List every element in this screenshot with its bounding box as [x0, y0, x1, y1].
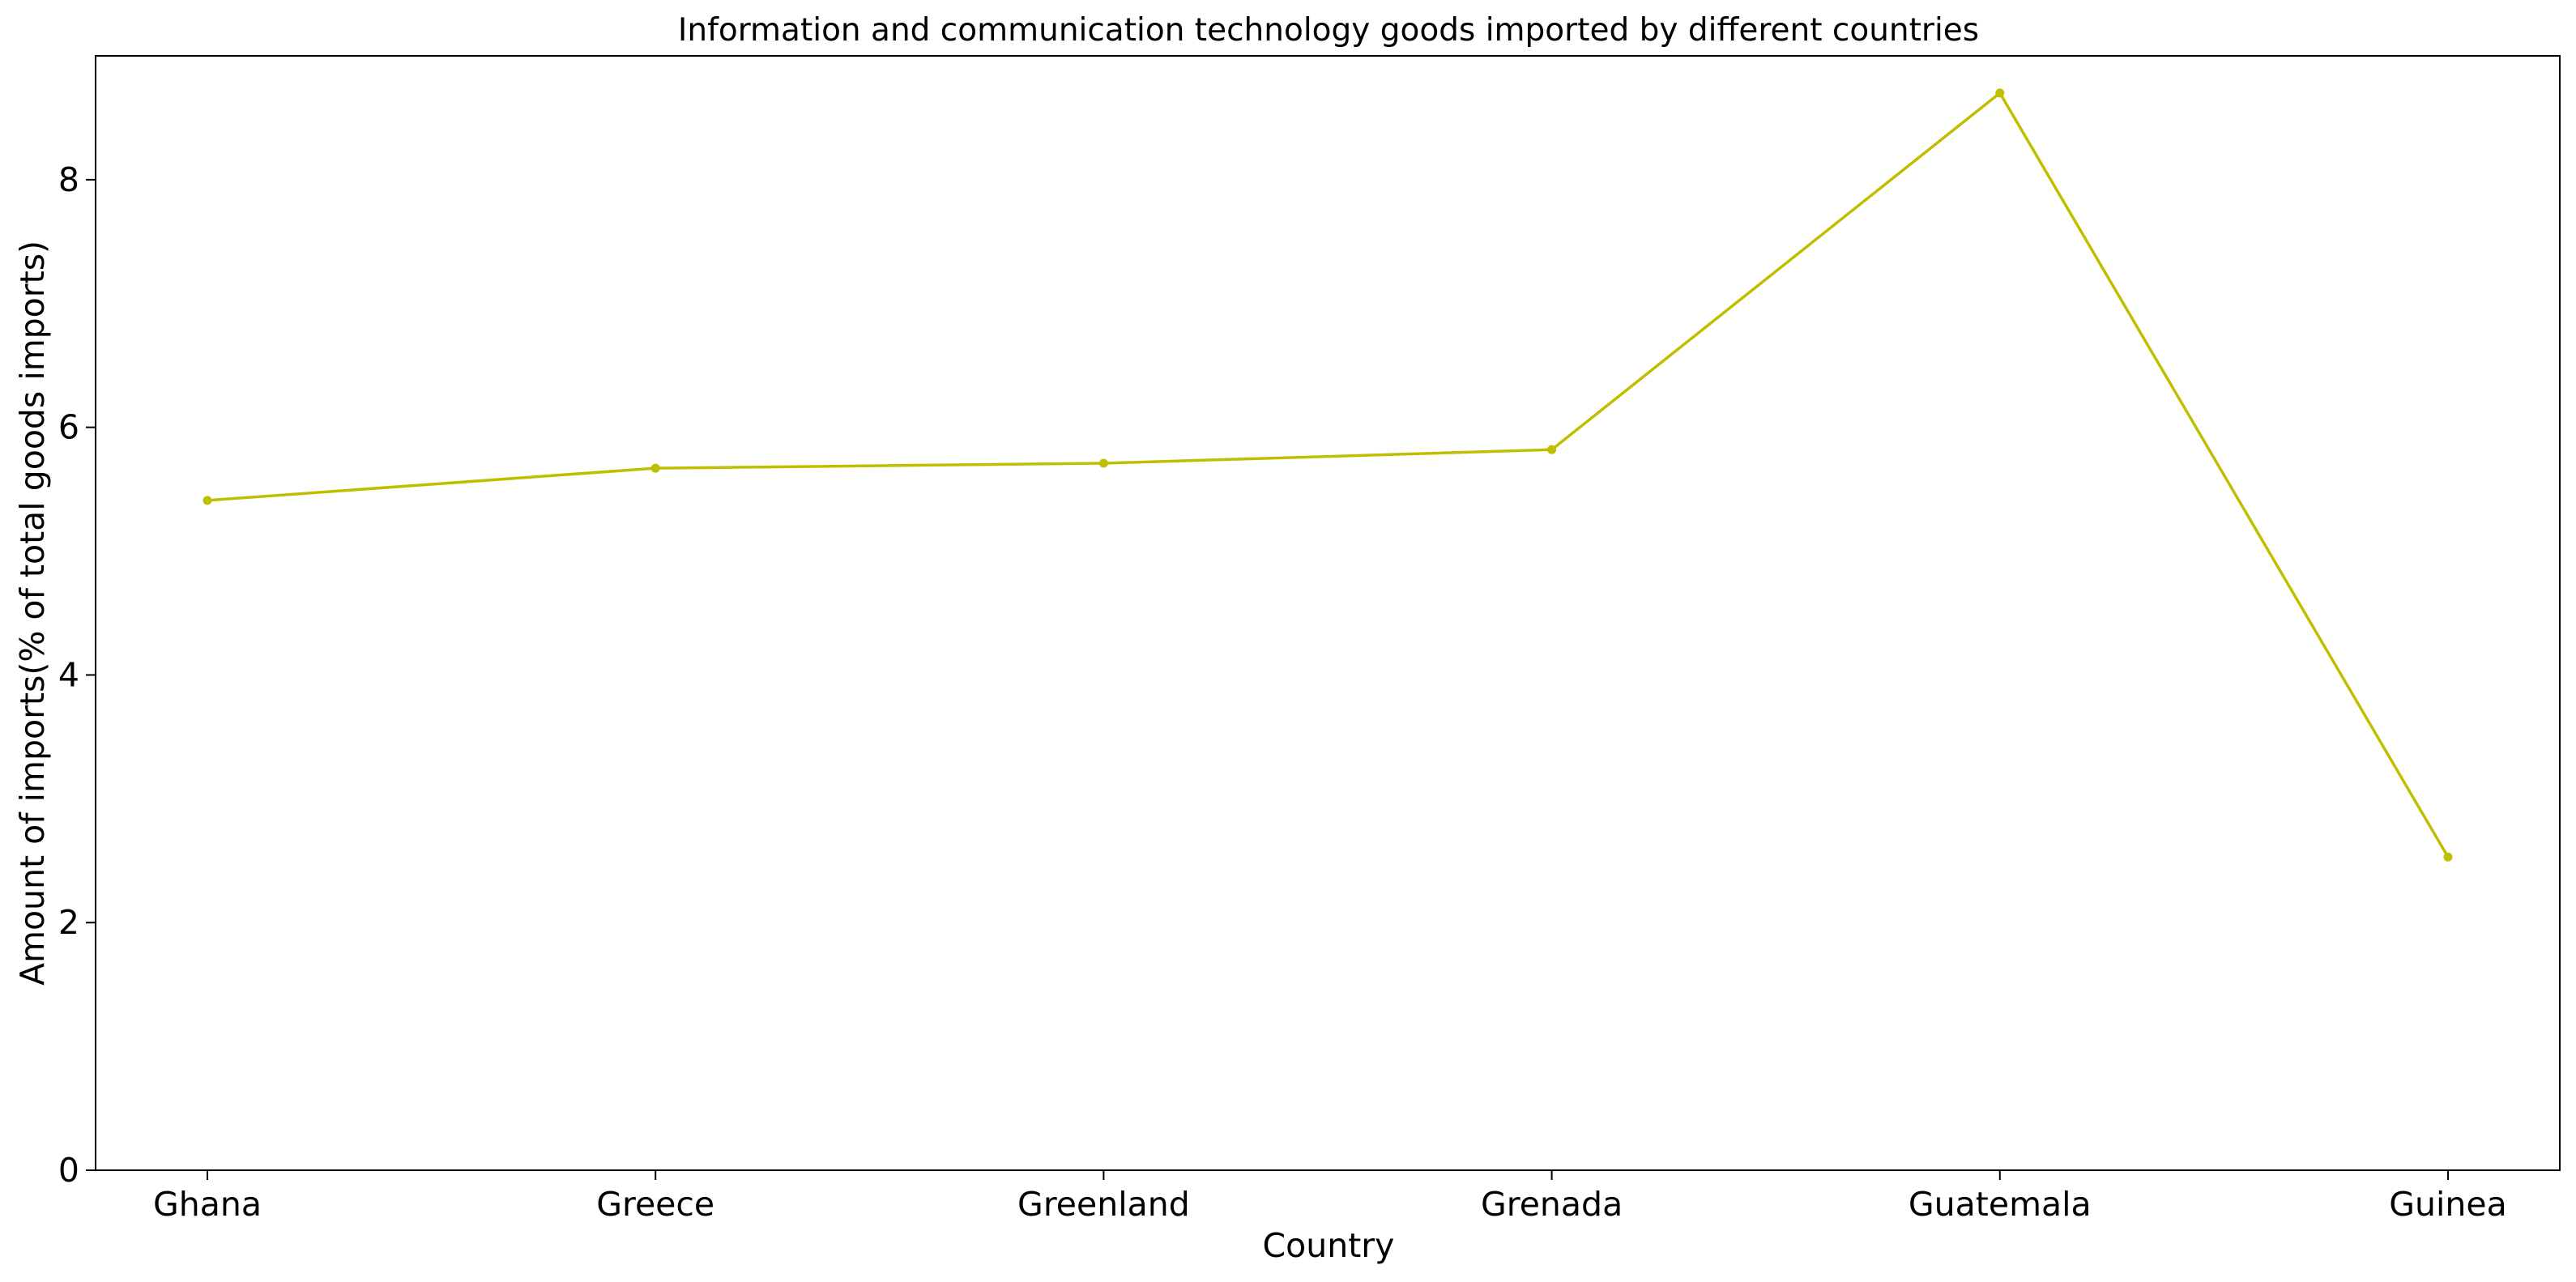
x-axis-ticks: Ghana Greece Greenland Grenada Guatemala Guin…	[153, 1170, 2507, 1224]
data-point	[650, 463, 660, 473]
x-tick-label: Guatemala	[1909, 1185, 2092, 1224]
y-tick-label: 4	[58, 655, 79, 694]
x-tick-label: Greenland	[1017, 1185, 1190, 1224]
x-tick-label: Guinea	[2389, 1185, 2506, 1224]
data-point	[1098, 458, 1108, 468]
series-layer	[203, 88, 2453, 862]
y-tick-label: 6	[58, 408, 79, 447]
x-tick-label: Greece	[596, 1185, 714, 1224]
series-line	[207, 92, 2450, 858]
y-tick-label: 0	[58, 1151, 79, 1190]
chart-title: Information and communication technology…	[678, 12, 1979, 49]
x-axis-label: Country	[1263, 1226, 1395, 1265]
data-point	[2443, 852, 2453, 862]
y-axis-label: Amount of imports(% of total goods impor…	[13, 241, 52, 986]
y-tick-label: 2	[58, 903, 79, 942]
plot-area-frame	[95, 55, 2561, 1171]
x-tick-label: Grenada	[1481, 1185, 1623, 1224]
y-axis-ticks: 0 2 4 6 8	[58, 160, 96, 1190]
y-tick-label: 8	[58, 160, 79, 199]
data-point	[1995, 88, 2005, 98]
data-point	[1547, 445, 1557, 454]
x-tick-label: Ghana	[153, 1185, 262, 1224]
data-point	[203, 496, 212, 505]
